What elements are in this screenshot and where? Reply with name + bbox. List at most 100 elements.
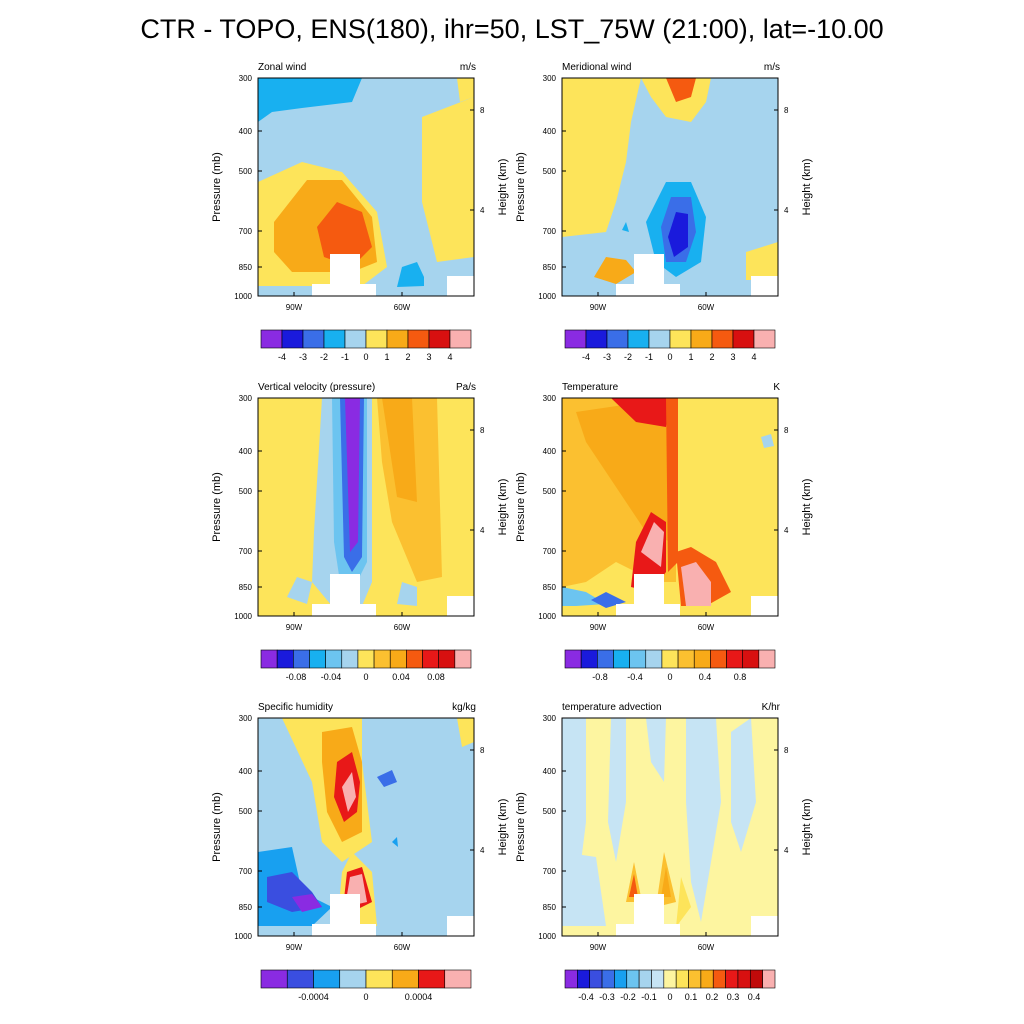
colorbar-label: 0.3	[727, 992, 740, 1002]
y-axis-label-height: Height (km)	[801, 159, 813, 216]
colorbar-label: -0.4	[578, 992, 594, 1002]
height-tick-label: 8	[480, 106, 485, 115]
colorbar-swatch	[407, 329, 430, 349]
y-axis-label-pressure: Pressure (mb)	[211, 792, 223, 862]
height-tick-label: 4	[784, 206, 789, 215]
colorbar-swatch	[711, 329, 734, 349]
colorbar-swatch	[663, 969, 677, 989]
colorbar-label: -0.4	[627, 672, 643, 682]
lon-tick-label: 60W	[698, 943, 715, 952]
colorbar-label: 1	[384, 352, 389, 362]
temperature-plot: 300 400 500 700 850 1000 8 4 90W 60W Pressure (mb)…	[515, 394, 813, 682]
colorbar-swatch	[651, 969, 665, 989]
height-tick-label: 8	[784, 106, 789, 115]
colorbar-swatch	[309, 649, 326, 669]
panel-specific-humidity: 300 400 500 700 850 1000 8 4 90W 60W Pressure (mb)…	[211, 702, 509, 1002]
pressure-tick-label: 850	[543, 583, 557, 592]
pressure-tick-label: 400	[543, 767, 557, 776]
colorbar-swatch	[313, 969, 341, 989]
colorbar-swatch	[323, 329, 346, 349]
pressure-tick-label: 1000	[538, 932, 556, 941]
colorbar-swatch	[749, 969, 763, 989]
pressure-tick-label: 500	[543, 807, 557, 816]
pressure-tick-label: 1000	[538, 612, 556, 621]
colorbar-swatch	[389, 649, 407, 669]
colorbar-swatch	[690, 329, 713, 349]
height-tick-label: 8	[480, 746, 485, 755]
colorbar-swatch	[418, 969, 446, 989]
colorbar-swatch	[449, 329, 472, 349]
colorbar-swatch	[726, 649, 743, 669]
panel-temperature-advection: 300 400 500 700 850 1000 8 4 90W 60W Pressure (mb)…	[515, 702, 813, 1002]
lon-tick-label: 90W	[286, 303, 303, 312]
panel-units: kg/kg	[452, 702, 476, 713]
panel-units: m/s	[763, 62, 780, 73]
colorbar-swatch	[645, 649, 663, 669]
colorbar-swatch	[444, 969, 472, 989]
colorbar-label: 0.2	[706, 992, 719, 1002]
colorbar-swatch	[260, 329, 283, 349]
colorbar-swatch	[344, 329, 367, 349]
colorbar-swatch	[585, 329, 608, 349]
colorbar-swatch	[365, 969, 393, 989]
colorbar-swatch	[614, 969, 628, 989]
meridional-wind-plot: 300 400 500 700 850 1000 8 4 90W 60W Pressure (mb)…	[515, 74, 813, 362]
colorbar-label: 4	[447, 352, 452, 362]
pressure-tick-label: 300	[239, 74, 253, 83]
colorbar-label: -2	[320, 352, 328, 362]
lon-tick-label: 90W	[590, 943, 607, 952]
lon-tick-label: 90W	[590, 303, 607, 312]
panel-title: Temperature	[562, 382, 619, 393]
colorbar-swatch	[386, 329, 409, 349]
pressure-tick-label: 500	[543, 167, 557, 176]
colorbar-label: -4	[582, 352, 590, 362]
panel-units: Pa/s	[455, 382, 476, 393]
colorbar-swatch	[677, 649, 695, 669]
pressure-tick-label: 300	[239, 394, 253, 403]
y-axis-label-pressure: Pressure (mb)	[515, 472, 527, 542]
y-axis-label-pressure: Pressure (mb)	[515, 792, 527, 862]
colorbar-swatch	[302, 329, 325, 349]
colorbar-swatch	[422, 649, 439, 669]
lon-tick-label: 90W	[590, 623, 607, 632]
colorbar-label: 2	[405, 352, 410, 362]
panel-title: Zonal wind	[258, 62, 307, 73]
height-tick-label: 4	[784, 846, 789, 855]
colorbar-swatch	[391, 969, 419, 989]
colorbar-label: 0.04	[392, 672, 410, 682]
colorbar-swatch	[638, 969, 652, 989]
colorbar-label: -0.04	[321, 672, 342, 682]
pressure-tick-label: 700	[543, 547, 557, 556]
lon-tick-label: 90W	[286, 623, 303, 632]
colorbar-swatch	[712, 969, 726, 989]
colorbar-label: 0	[363, 352, 368, 362]
pressure-tick-label: 400	[239, 127, 253, 136]
y-axis-label-height: Height (km)	[497, 479, 509, 536]
colorbar-swatch	[601, 969, 615, 989]
panel-units: K/hr	[761, 702, 780, 713]
pressure-tick-label: 850	[543, 903, 557, 912]
colorbar-swatch	[693, 649, 711, 669]
height-tick-label: 4	[480, 846, 485, 855]
pressure-tick-label: 700	[239, 547, 253, 556]
colorbar-label: 0	[363, 672, 368, 682]
colorbar-label: 0.8	[734, 672, 747, 682]
colorbar-swatch	[454, 649, 472, 669]
colorbar-label: -2	[624, 352, 632, 362]
colorbar-swatch	[725, 969, 739, 989]
y-axis-label-pressure: Pressure (mb)	[515, 152, 527, 222]
pressure-tick-label: 850	[239, 263, 253, 272]
colorbar-label: 4	[751, 352, 756, 362]
lon-tick-label: 60W	[698, 303, 715, 312]
lon-tick-label: 60W	[394, 943, 411, 952]
lon-tick-label: 60W	[394, 623, 411, 632]
colorbar-swatch	[613, 649, 630, 669]
pressure-tick-label: 850	[543, 263, 557, 272]
colorbar-swatch	[564, 649, 582, 669]
colorbar-swatch	[669, 329, 692, 349]
colorbar-swatch	[688, 969, 702, 989]
panel-units: K	[773, 382, 780, 393]
height-tick-label: 8	[784, 746, 789, 755]
y-axis-label-height: Height (km)	[497, 159, 509, 216]
colorbar-label: -0.2	[620, 992, 636, 1002]
